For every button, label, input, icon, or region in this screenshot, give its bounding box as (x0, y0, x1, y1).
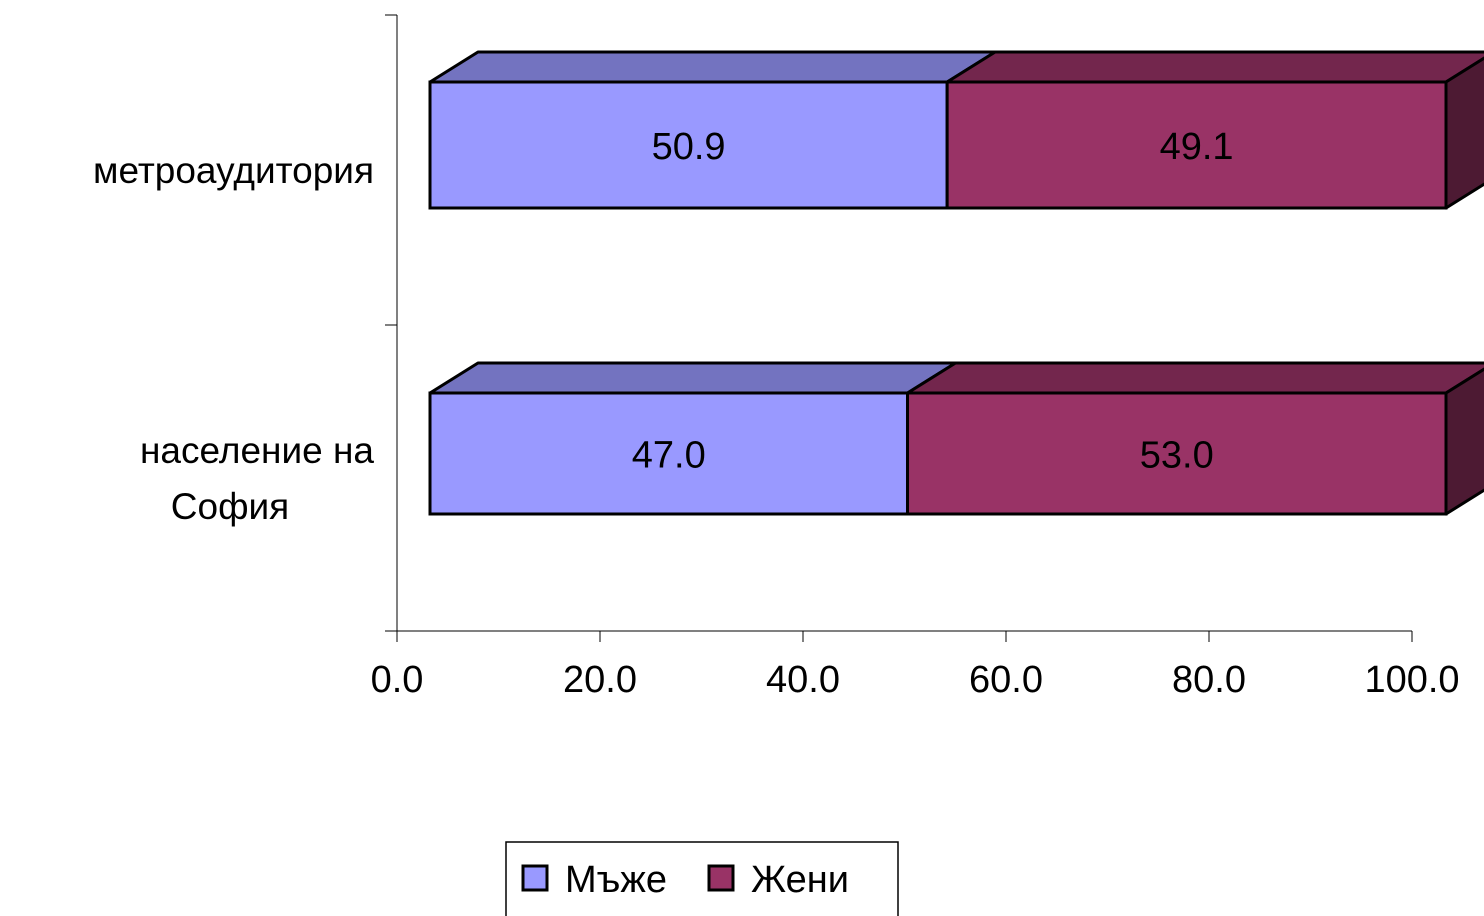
bar-segment (428, 50, 997, 210)
category-label: метроаудитория (93, 150, 374, 191)
data-label: 49.1 (1160, 126, 1234, 168)
bar-segment (906, 361, 1484, 516)
x-tick-label: 60.0 (969, 659, 1043, 701)
labels: метроаудитория население на София 50.9 49.1 4… (93, 126, 1234, 527)
bar-front-face (428, 391, 910, 516)
axes: 0.0 20.0 40.0 60.0 80.0 100.0 (371, 14, 1460, 701)
bar-side-face (1444, 367, 1484, 516)
bar-top-face (428, 361, 958, 395)
x-tick-label: 0.0 (371, 659, 424, 701)
data-label: 47.0 (632, 435, 706, 477)
x-tick-label: 40.0 (766, 659, 840, 701)
x-tick-label: 20.0 (563, 659, 637, 701)
legend-label: Мъже (565, 859, 667, 901)
legend-label: Жени (751, 859, 849, 901)
bar-top-face (906, 361, 1484, 395)
bar-segment (428, 361, 958, 516)
legend-swatch (521, 864, 549, 892)
bar-front-face (428, 80, 949, 210)
bar-front-face (945, 80, 1448, 210)
category-label: София (171, 486, 289, 527)
legend: Мъже Жени (505, 841, 899, 916)
data-label: 53.0 (1140, 435, 1214, 477)
bars (428, 50, 1484, 516)
data-label: 50.9 (652, 126, 726, 168)
bar-top-face (945, 50, 1484, 84)
bar-segment (945, 50, 1484, 210)
x-tick-label: 100.0 (1364, 659, 1459, 701)
bar-side-face (1444, 56, 1484, 210)
x-tick-label: 80.0 (1172, 659, 1246, 701)
bar-front-face (906, 391, 1448, 516)
legend-box (505, 841, 899, 916)
legend-swatch (707, 864, 735, 892)
category-label: население на (140, 430, 374, 471)
bar-top-face (428, 50, 997, 84)
